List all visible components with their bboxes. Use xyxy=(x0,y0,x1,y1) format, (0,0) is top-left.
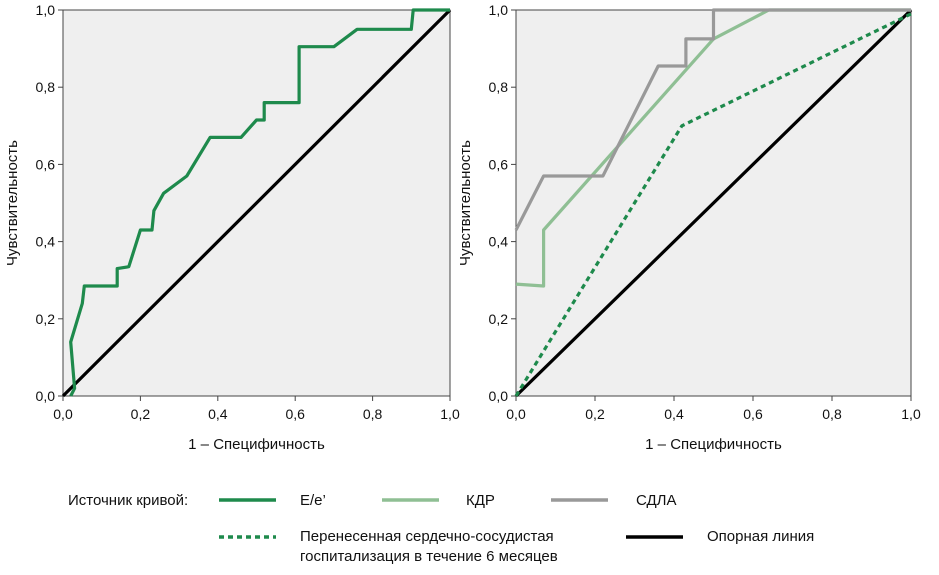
chart-legend: Источник кривой: E/e’ КДР СДЛА Перенесен… xyxy=(68,492,814,565)
y-tick-label: 0,0 xyxy=(489,388,509,404)
x-tick-label: 0,6 xyxy=(743,406,763,422)
x-axis-label: 1 – Специфичность xyxy=(188,436,325,453)
y-tick-label: 0,2 xyxy=(36,311,56,327)
y-tick-label: 0,4 xyxy=(36,234,56,250)
y-tick-label: 0,8 xyxy=(36,79,56,95)
series-group xyxy=(514,8,913,398)
x-tick-label: 0,6 xyxy=(285,406,305,422)
plots-group: 0,0 0,0 0,2 0,2 0,4 0,4 0,6 0,6 0,8 0,8 1,0 1,0 1 – … xyxy=(4,2,921,453)
y-tick-label: 0,4 xyxy=(489,234,509,250)
legend-label-reference: Опорная линия xyxy=(707,528,814,545)
legend-label-kdr: КДР xyxy=(466,492,495,509)
y-tick-label: 0,2 xyxy=(489,311,509,327)
series-line-перенесенная-сердечно-сосудистая-госпита xyxy=(514,12,912,397)
legend-label-e-e: E/e’ xyxy=(300,492,326,509)
y-axis-label: Чувствительность xyxy=(457,140,474,266)
y-tick-label: 0,6 xyxy=(489,156,509,172)
series-line-опорная-линия xyxy=(61,8,452,398)
legend-label-hospitalization-line2: госпитализация в течение 6 месяцев xyxy=(300,548,558,565)
legend-title: Источник кривой: xyxy=(68,492,188,509)
roc-plot-1: 0,0 0,0 0,2 0,2 0,4 0,4 0,6 0,6 0,8 0,8 1,0 1,0 1 – … xyxy=(4,2,460,453)
series-line-опорная-линия xyxy=(514,8,913,398)
series-line-e-e- xyxy=(69,8,450,397)
y-tick-label: 0,8 xyxy=(489,79,509,95)
x-tick-label: 1,0 xyxy=(440,406,460,422)
x-tick-label: 0,8 xyxy=(363,406,383,422)
x-tick-label: 0,0 xyxy=(53,406,73,422)
x-tick-label: 0,0 xyxy=(506,406,526,422)
x-tick-label: 0,8 xyxy=(822,406,842,422)
x-axis-label: 1 – Специфичность xyxy=(645,436,782,453)
x-tick-label: 1,0 xyxy=(901,406,921,422)
series-group xyxy=(61,8,452,398)
y-tick-label: 1,0 xyxy=(489,2,509,18)
x-tick-label: 0,2 xyxy=(585,406,605,422)
roc-plot-2: 0,0 0,0 0,2 0,2 0,4 0,4 0,6 0,6 0,8 0,8 1,0 1,0 1 – … xyxy=(457,2,921,453)
legend-label-hospitalization-line1: Перенесенная сердечно-сосудистая xyxy=(300,528,554,545)
y-tick-label: 0,0 xyxy=(36,388,56,404)
series-line-сдла xyxy=(514,8,911,231)
x-tick-label: 0,4 xyxy=(664,406,684,422)
y-tick-label: 1,0 xyxy=(36,2,56,18)
x-tick-label: 0,4 xyxy=(208,406,228,422)
y-axis-label: Чувствительность xyxy=(4,140,21,266)
y-tick-label: 0,6 xyxy=(36,156,56,172)
x-tick-label: 0,2 xyxy=(131,406,151,422)
legend-label-sdla: СДЛА xyxy=(636,492,677,509)
